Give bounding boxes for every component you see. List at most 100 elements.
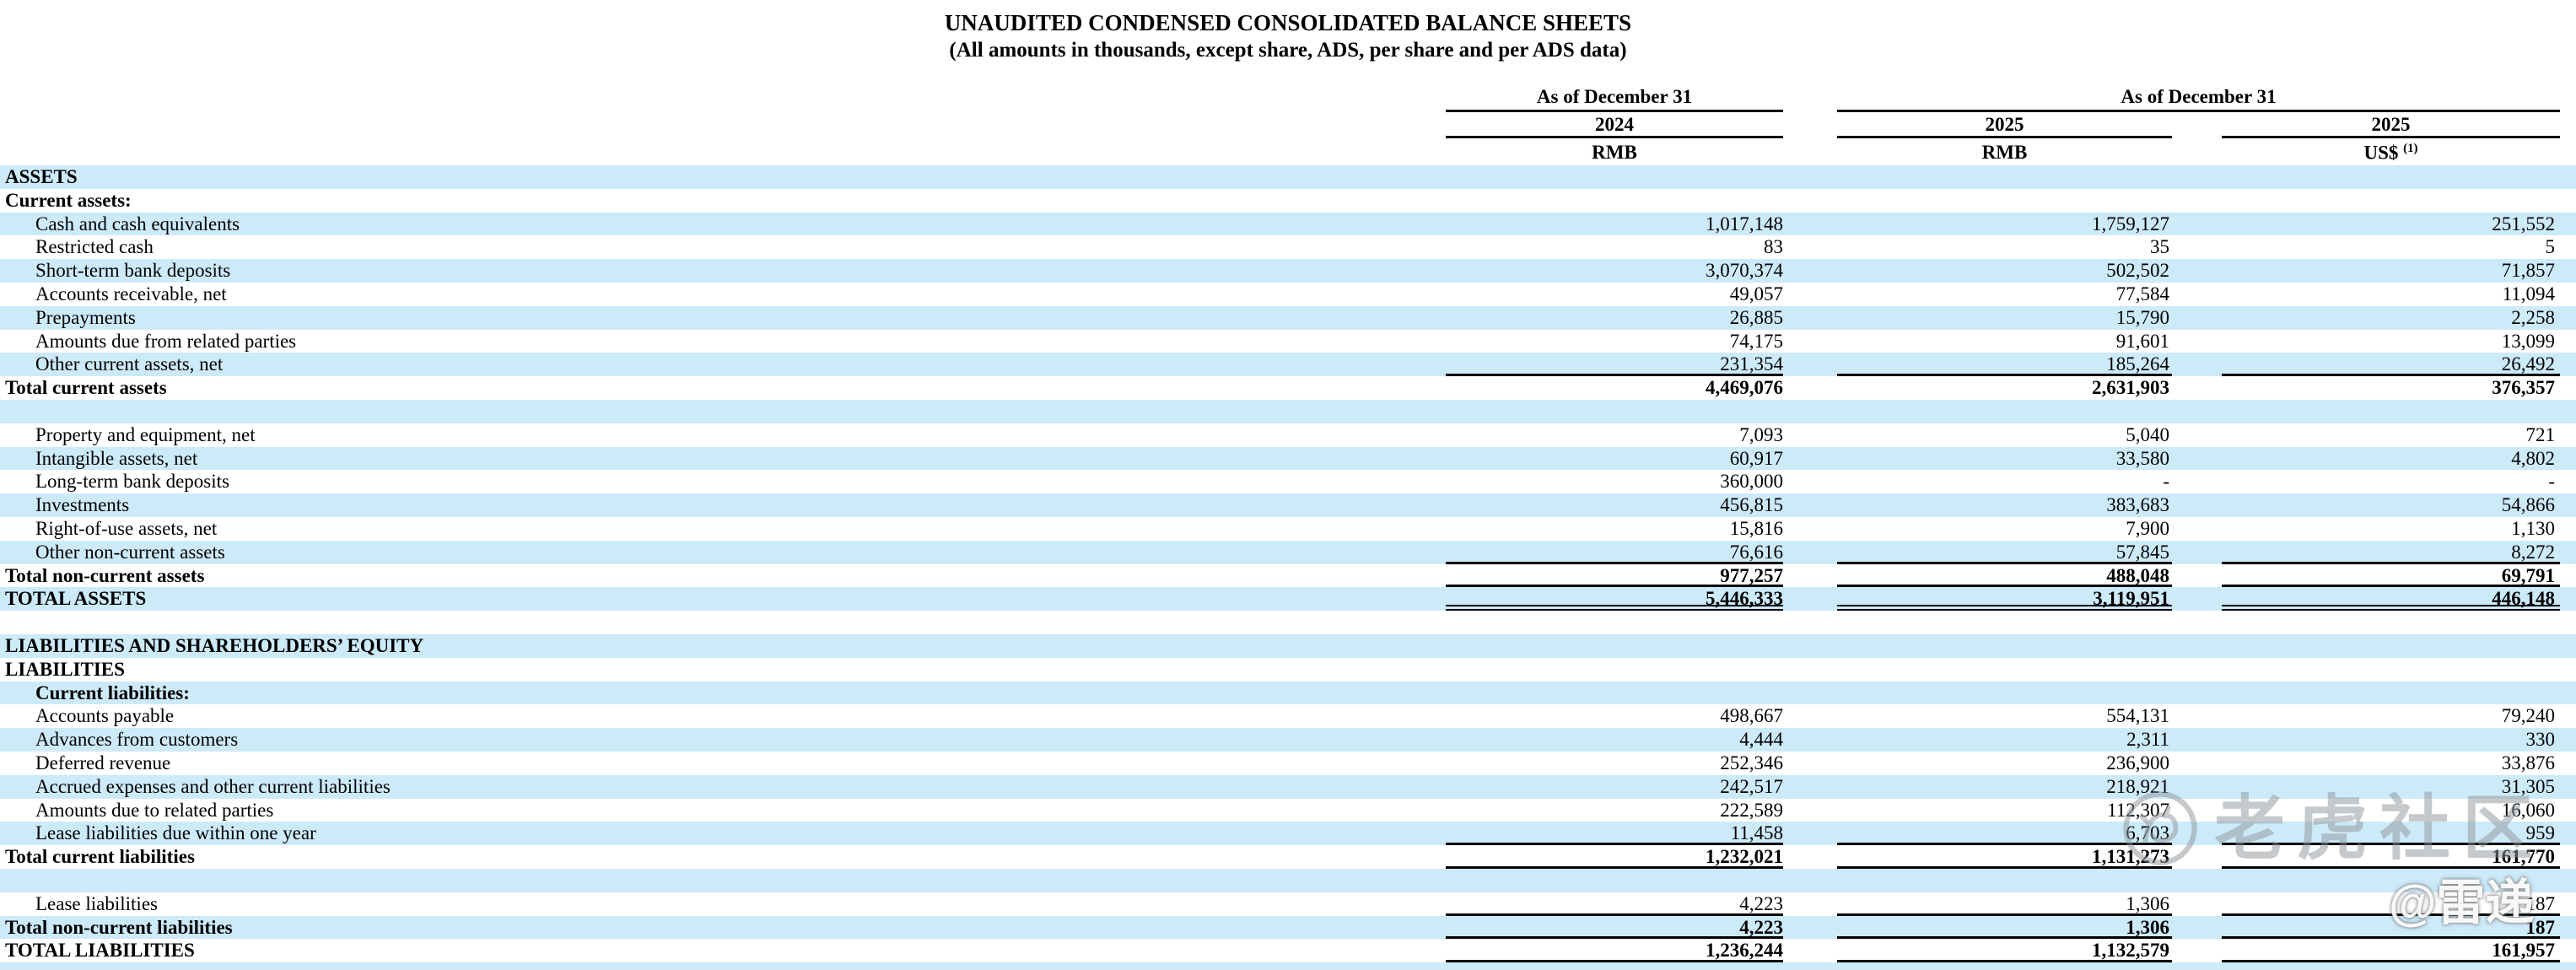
document-subtitle: (All amounts in thousands, except share,… [949,39,1627,62]
row-label: Other non-current assets [35,541,225,563]
column-currency-2025-rmb: RMB [1981,142,2028,163]
table-row: Investments 456,815 383,683 54,866 [0,493,2576,517]
cell-2024-rmb: 4,223 [1446,892,1783,916]
cell-2024-rmb [1446,869,1783,892]
cell-2025-rmb [1837,400,2172,423]
table-row: Accounts receivable, net 49,057 77,584 11,0… [0,283,2576,306]
cell-2025-rmb: 33,580 [2115,447,2169,469]
column-gap [2172,728,2222,752]
table-row: Total current liabilities 1,232,021 1,131,… [0,845,2576,869]
cell-2025-usd [2222,165,2560,189]
cell-2024-rmb: 252,346 [1720,752,1783,773]
cell-2025-rmb: 57,845 [1837,541,2172,564]
cell-2025-usd: 721 [2525,423,2556,445]
cell-2025-rmb: 502,502 [2106,260,2169,282]
cell-2025-rmb: 236,900 [2106,752,2169,773]
row-label: LIABILITIES AND SHAREHOLDERS’ EQUITY [5,634,424,656]
table-row: Accounts payable 498,667 554,131 79,240 [0,704,2576,728]
row-label: Total current assets [5,377,167,399]
cell-2024-rmb: 242,517 [1720,775,1783,797]
table-row: Deferred revenue 252,346 236,900 33,876 [0,752,2576,775]
column-gap [1783,283,1837,306]
table-row: Prepayments 26,885 15,790 2,258 [0,305,2576,330]
row-label: Total non-current assets [5,564,205,586]
column-gap [1783,213,1837,236]
column-gap [1783,704,1837,728]
cell-2024-rmb: 498,667 [1720,705,1783,727]
cell-2025-usd: 251,552 [2492,213,2555,234]
cell-2024-rmb: 360,000 [1720,471,1783,493]
cell-2025-usd: 4,802 [2511,447,2555,469]
column-gap [2172,869,2222,892]
document-title: UNAUDITED CONDENSED CONSOLIDATED BALANCE… [944,10,1632,35]
column-gap [2172,165,2222,189]
row-label: Current assets: [5,189,132,211]
cell-2025-rmb [1837,634,2172,658]
column-gap [2172,353,2222,376]
column-gap [2172,916,2222,940]
cell-2024-rmb: 5,446,333 [1446,587,1783,612]
table-row: Total current assets 4,469,076 2,631,903 37… [0,376,2576,400]
cell-2025-usd: 13,099 [2501,330,2555,352]
column-gap [2172,634,2222,658]
table-row: Intangible assets, net 60,917 33,580 4,802 [0,446,2576,471]
cell-2025-rmb: 218,921 [2106,775,2169,797]
column-gap [2172,611,2222,634]
column-year-2024: 2024 [1446,114,1783,138]
table-row: Amounts due from related parties 74,175 91… [0,330,2576,353]
column-year-2025-usd: 2025 [2222,114,2560,138]
column-gap [1783,939,1837,962]
cell-2025-rmb: 1,131,273 [1837,845,2172,869]
row-label [0,869,1446,892]
cell-2024-rmb: 977,257 [1446,564,1783,588]
cell-2024-rmb: 222,589 [1720,799,1783,821]
cell-2024-rmb: 1,232,021 [1446,845,1783,869]
cell-2025-usd: 26,492 [2222,353,2560,377]
column-currency-2025-usd: US$ (1) [2222,142,2560,165]
table-row: Amounts due to related parties 222,589 112… [0,799,2576,822]
cell-2025-usd: 69,791 [2222,564,2560,588]
column-gap [1783,541,1837,564]
cell-2024-rmb: 74,175 [1729,330,1783,352]
cell-2025-rmb [1837,165,2172,189]
table-row: Right-of-use assets, net 15,816 7,900 1,130 [0,517,2576,541]
cell-2024-rmb: 26,885 [1729,306,1783,328]
column-gap [2172,892,2222,916]
table-row: Lease liabilities 4,223 1,306 187 [0,892,2576,916]
row-label: Intangible assets, net [35,447,198,469]
cell-2025-usd: 330 [2525,729,2556,751]
table-row: Property and equipment, net 7,093 5,040 721 [0,423,2576,447]
column-gap [2172,259,2222,283]
cell-2024-rmb [1446,189,1783,213]
cell-2025-usd: 1,130 [2511,517,2555,539]
cell-2025-rmb: 1,132,579 [1837,939,2172,963]
table-row: LIABILITIES AND SHAREHOLDERS’ EQUITY [0,633,2576,658]
cell-2025-usd: 54,866 [2501,494,2555,516]
cell-2024-rmb: 456,815 [1720,494,1783,516]
column-gap [1783,189,1837,213]
cell-2025-rmb: 1,759,127 [2092,213,2169,234]
cell-2025-usd: 79,240 [2501,705,2555,727]
column-group-header-2025: As of December 31 [1837,86,2560,112]
cell-2024-rmb: 7,093 [1739,423,1783,445]
column-gap [1783,916,1837,940]
column-gap [1783,493,1837,517]
column-gap [2172,822,2222,845]
cell-2025-usd: 959 [2222,822,2560,846]
spacer-row [0,868,2576,892]
cell-2025-rmb [1837,189,2172,213]
cell-2025-usd: 161,957 [2222,939,2560,963]
cell-2025-rmb: 1,306 [1837,892,2172,916]
column-gap [2172,400,2222,423]
column-gap [1783,728,1837,752]
cell-2025-usd [2222,189,2560,213]
column-gap [2172,376,2222,400]
cell-2025-usd: - [2548,471,2555,493]
table-row: ASSETS [0,165,2576,189]
row-label: Total current liabilities [5,846,195,868]
column-gap [1783,423,1837,447]
column-gap [2172,587,2222,611]
row-label: Total non-current liabilities [5,916,233,938]
column-gap [1783,165,1837,189]
column-gap [1783,400,1837,423]
